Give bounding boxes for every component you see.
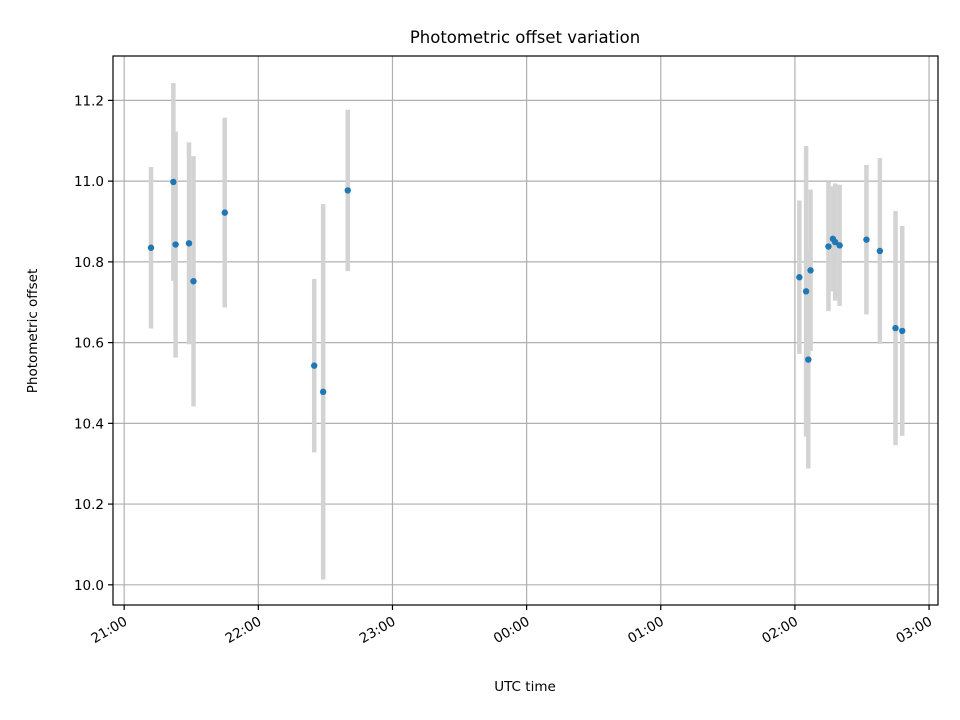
- data-point: [892, 324, 899, 332]
- x-tick-label: 03:00: [893, 614, 935, 647]
- x-tick-label: 01:00: [625, 614, 667, 647]
- data-point: [319, 388, 327, 396]
- data-point: [172, 241, 179, 248]
- data-point: [807, 267, 814, 274]
- x-tick-label: 02:00: [759, 614, 801, 647]
- x-tick-label: 22:00: [223, 614, 265, 647]
- chart-title: Photometric offset variation: [410, 28, 640, 47]
- data-point: [876, 247, 884, 255]
- x-tick-label: 21:00: [88, 614, 130, 647]
- y-tick-label: 10.6: [74, 336, 104, 352]
- data-point: [190, 278, 197, 285]
- y-axis-label: Photometric offset: [25, 269, 41, 393]
- y-tick-label: 10.8: [74, 255, 104, 271]
- y-tick-label: 10.2: [74, 497, 104, 513]
- data-point: [344, 187, 351, 194]
- data-point: [796, 274, 803, 281]
- data-point: [185, 240, 193, 247]
- data-point: [221, 209, 228, 216]
- data-point: [802, 288, 810, 295]
- data-point: [863, 236, 870, 243]
- x-tick-label: 23:00: [357, 614, 399, 647]
- data-point: [147, 244, 155, 251]
- data-point: [831, 238, 839, 246]
- data-points: [147, 178, 906, 396]
- y-tick-label: 11.2: [74, 93, 104, 109]
- data-point: [170, 178, 177, 186]
- y-tick-label: 10.4: [74, 416, 104, 432]
- plot-frame: [112, 55, 939, 606]
- data-point: [836, 242, 843, 249]
- grid-lines: [113, 56, 938, 605]
- y-tick-label: 11.0: [74, 174, 104, 190]
- data-point: [311, 362, 318, 369]
- data-point: [805, 356, 812, 363]
- data-point: [899, 327, 906, 335]
- y-tick-label: 10.0: [74, 578, 104, 594]
- x-axis-label: UTC time: [494, 679, 556, 695]
- x-tick-label: 00:00: [491, 614, 533, 647]
- data-point: [825, 243, 832, 250]
